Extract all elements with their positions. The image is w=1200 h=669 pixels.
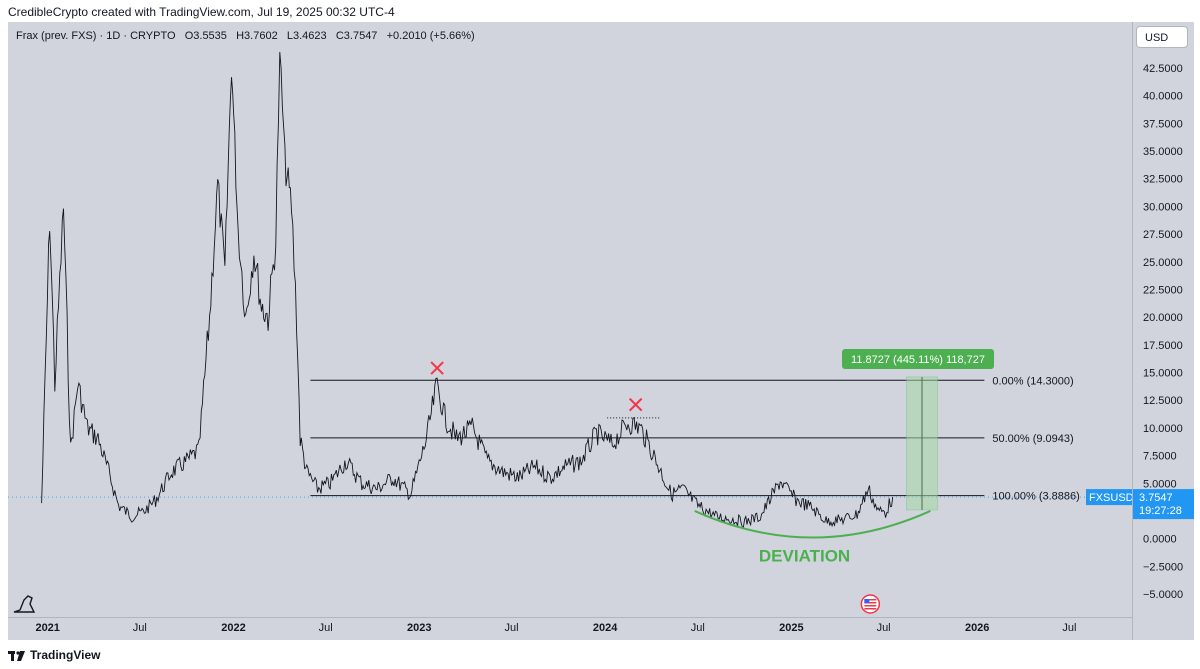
x-tick-label: 2022 [221,622,246,634]
x-tick-label: Jul [504,622,519,634]
y-tick-label: 10.0000 [1143,423,1183,435]
y-tick-label: 22.5000 [1143,284,1183,296]
x-tick-label: 2026 [964,622,990,634]
flag-stripe [864,602,877,604]
x-tick-label: 2024 [592,622,618,634]
legend-low-value: 3.4623 [293,30,327,42]
y-tick-label: 35.0000 [1143,146,1183,158]
price-axis[interactable]: 42.5000 40.0000 37.5000 35.0000 32.5000 30.00… [1132,22,1194,640]
flag-circle [860,594,881,614]
y-tick-label: 37.5000 [1143,118,1183,130]
y-tick-label: 7.5000 [1143,451,1177,463]
rejection-cross-icon [628,397,643,412]
chart-legend: Frax (prev. FXS) · 1D · CRYPTO O3.5535 H… [16,30,475,42]
x-tick-label: Jul [1062,622,1077,634]
x-tick-label: 2025 [779,622,804,634]
y-tick-label: 32.5000 [1143,174,1183,186]
price-tag-value: 3.7547 [1139,492,1173,504]
legend-open-value: 3.5535 [193,30,227,42]
dino-outline [13,595,36,613]
flag-stripe [864,599,877,601]
cross-stroke [430,361,444,375]
y-tick-label: 40.0000 [1143,91,1183,103]
x-tick-label: Jul [876,622,891,634]
price-tag-box [1133,489,1194,520]
y-tick-label: 15.0000 [1143,368,1183,380]
y-tick-label: 42.5000 [1143,63,1183,75]
x-tick-label: Jul [318,622,333,634]
flag-canton [864,599,870,603]
price-series-line [41,51,894,528]
dino-icon [13,595,36,613]
legend-close-label: C [335,30,344,42]
currency-button[interactable]: USD [1136,26,1188,48]
flag-stripe [864,608,877,610]
chart-frame[interactable]: 0.00% (14.3000) 50.00% (9.0943) 100.00% (3… [8,22,1194,641]
x-tick-label: Jul [690,622,705,634]
fib-level-label: 0.00% (14.3000) [992,375,1073,387]
cross-stroke [628,397,643,412]
header-bar: CredibleCrypto created with TradingView.… [0,0,1200,22]
y-tick-label: 0.0000 [1143,534,1177,546]
symbol-tag: FXSUSD [1086,489,1134,506]
y-tick-label: 12.5000 [1143,395,1183,407]
header-caption: CredibleCrypto created with TradingView.… [8,5,395,19]
time-axis[interactable]: 2021 Jul 2022 Jul 2023 Jul 2024 Jul 2025 Jul 2026 J… [8,617,1132,641]
x-tick-label: 2021 [35,622,60,634]
legend-close-value: 3.7547 [343,30,378,42]
x-tick-label: Jul [132,622,147,634]
measure-label-text: 11.8727 (445.11%) 118,727 [851,354,985,366]
legend-high-label: H [236,30,245,42]
y-tick-label: 20.0000 [1143,312,1183,324]
legend-open-label: O [184,30,194,42]
us-flag-icon [860,594,881,614]
legend-low-label: L [286,30,293,42]
y-tick-label: 17.5000 [1143,340,1183,352]
footer: TradingView [0,644,1200,669]
price-tag-countdown: 19:27:28 [1139,505,1182,517]
y-tick-label: 5.0000 [1143,478,1177,490]
deviation-arc [694,510,931,539]
y-tick-label: 30.0000 [1143,201,1183,213]
tradingview-icon [8,650,25,661]
deviation-label: DEVIATION [759,547,850,566]
symbol-tag-text: FXSUSD [1089,492,1134,504]
x-tick-label: 2023 [407,622,432,634]
fib-level-label: 100.00% (3.8886) [992,491,1079,503]
footer-brand: TradingView [30,648,101,662]
flag-stripe [864,605,877,607]
rejection-cross-icon [430,361,444,375]
legend-high-value: 3.7602 [244,30,278,42]
y-tick-label: −5.0000 [1143,589,1183,601]
y-tick-label: −2.5000 [1143,561,1183,573]
measure-label-box [842,348,995,369]
legend-symbol: Frax (prev. FXS) · 1D · CRYPTO [16,30,176,42]
symbol-tag-box [1086,489,1132,506]
tradingview-logo[interactable]: TradingView [8,648,100,662]
y-tick-label: 27.5000 [1143,229,1183,241]
plot-area[interactable]: 0.00% (14.3000) 50.00% (9.0943) 100.00% (3… [8,22,1193,640]
y-tick-label: 25.0000 [1143,257,1183,269]
legend-change: +0.2010 (+5.66%) [386,30,475,42]
fib-level-label: 50.00% (9.0943) [992,433,1073,445]
